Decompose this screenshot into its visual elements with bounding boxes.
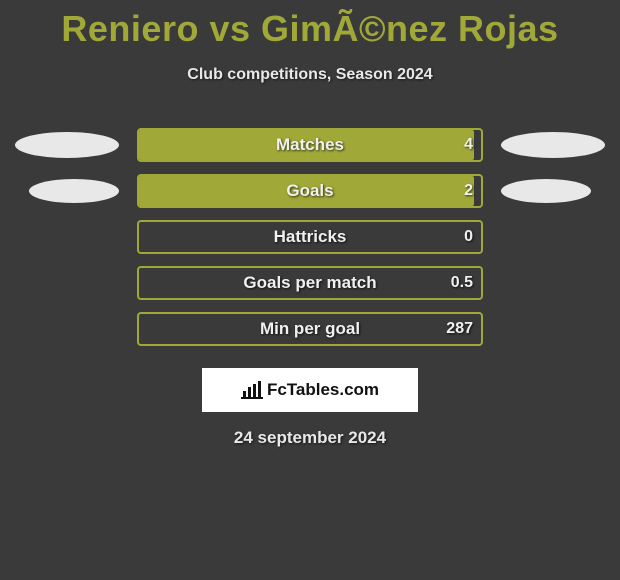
page-title: Reniero vs GimÃ©nez Rojas bbox=[0, 0, 620, 50]
bar-label: Goals bbox=[137, 174, 483, 208]
bar-label: Min per goal bbox=[137, 312, 483, 346]
bar-chart-icon bbox=[241, 381, 263, 399]
stat-bar: Min per goal287 bbox=[137, 312, 483, 346]
stat-row: Matches4 bbox=[0, 122, 620, 168]
right-ellipse bbox=[501, 179, 591, 203]
stat-bar: Hattricks0 bbox=[137, 220, 483, 254]
attribution-box: FcTables.com bbox=[202, 368, 418, 412]
stat-row: Goals per match0.5 bbox=[0, 260, 620, 306]
left-ellipse bbox=[29, 179, 119, 203]
stat-row: Min per goal287 bbox=[0, 306, 620, 352]
stat-bar: Goals2 bbox=[137, 174, 483, 208]
left-ellipse bbox=[15, 132, 119, 158]
stat-bar: Goals per match0.5 bbox=[137, 266, 483, 300]
bar-value: 287 bbox=[446, 312, 473, 346]
stat-row: Goals2 bbox=[0, 168, 620, 214]
bar-value: 0 bbox=[464, 220, 473, 254]
bar-label: Matches bbox=[137, 128, 483, 162]
stat-row: Hattricks0 bbox=[0, 214, 620, 260]
right-ellipse bbox=[501, 132, 605, 158]
bar-value: 4 bbox=[464, 128, 473, 162]
bar-value: 0.5 bbox=[451, 266, 473, 300]
bar-value: 2 bbox=[464, 174, 473, 208]
bar-label: Hattricks bbox=[137, 220, 483, 254]
stats-block: Matches4Goals2Hattricks0Goals per match0… bbox=[0, 122, 620, 352]
page-subtitle: Club competitions, Season 2024 bbox=[0, 66, 620, 84]
bar-label: Goals per match bbox=[137, 266, 483, 300]
footer-date: 24 september 2024 bbox=[0, 428, 620, 448]
stat-bar: Matches4 bbox=[137, 128, 483, 162]
fctables-logo: FcTables.com bbox=[241, 380, 379, 400]
logo-text: FcTables.com bbox=[267, 380, 379, 400]
